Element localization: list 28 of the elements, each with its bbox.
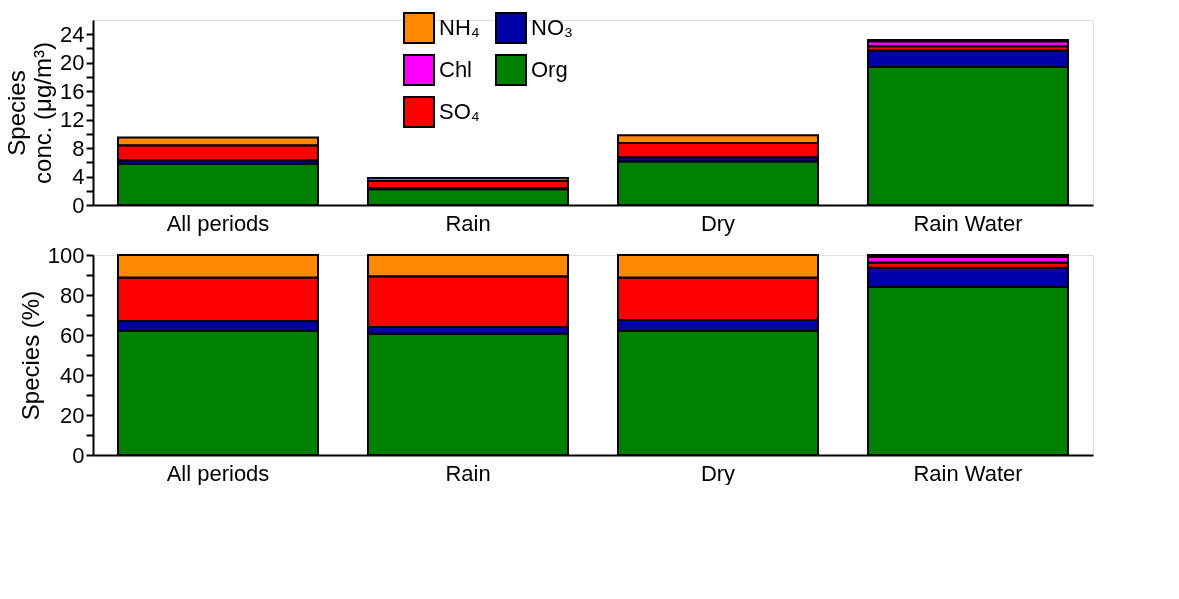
- x-tick-label: All periods: [166, 210, 270, 236]
- x-tick-label: Rain Water: [913, 210, 1023, 236]
- y-tick-label: 60: [60, 322, 85, 348]
- y-tick-label: 20: [60, 402, 85, 428]
- legend-label: Chl: [439, 57, 473, 82]
- x-tick-label: All periods: [166, 460, 270, 486]
- y-tick-label: 0: [72, 192, 85, 218]
- y-tick-label: 4: [72, 164, 85, 190]
- x-tick-label: Dry: [700, 210, 736, 236]
- y-tick-label: 100: [47, 242, 85, 268]
- y-tick-label: 0: [72, 442, 85, 468]
- x-tick-label: Dry: [700, 460, 736, 486]
- legend-label: Org: [531, 57, 568, 82]
- x-tick-label: Rain Water: [913, 460, 1023, 486]
- y-tick-label: 40: [60, 362, 85, 388]
- legend-label: NO₃: [531, 15, 573, 40]
- y-tick-label: 16: [60, 78, 85, 104]
- y-axis-title: Species conc. (μg/m³): [3, 42, 57, 184]
- x-tick-label: Rain: [445, 460, 491, 486]
- legend-label: NH₄: [439, 15, 480, 40]
- y-axis-title: Species (%): [16, 290, 44, 421]
- y-tick-label: 20: [60, 50, 85, 76]
- y-tick-label: 12: [60, 107, 85, 133]
- y-tick-label: 8: [72, 135, 85, 161]
- legend-label: SO₄: [439, 99, 480, 124]
- x-tick-label: Rain: [445, 210, 491, 236]
- y-tick-label: 24: [60, 21, 85, 47]
- y-tick-label: 80: [60, 282, 85, 308]
